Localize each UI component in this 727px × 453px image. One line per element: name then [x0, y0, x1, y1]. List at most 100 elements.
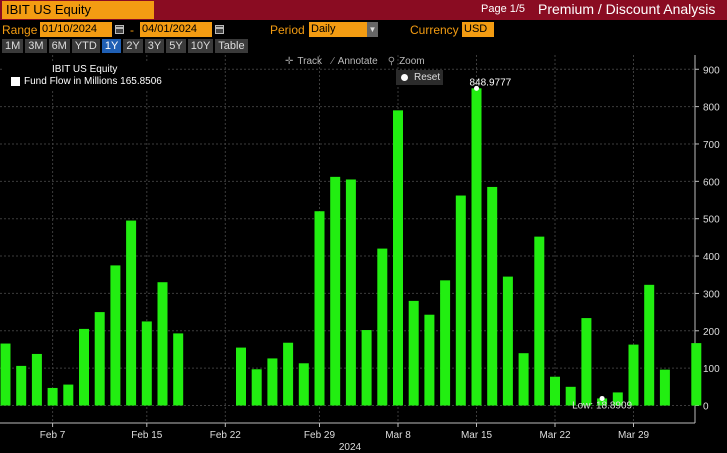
bar — [361, 330, 372, 406]
y-tick-label: 700 — [703, 140, 720, 151]
bar — [173, 333, 184, 406]
bar — [628, 344, 639, 406]
chart-toolbar: ✛ Track ∕ Annotate ⚲ Zoom — [285, 54, 425, 69]
x-tick-label: Feb 29 — [304, 430, 336, 441]
legend-checkbox[interactable] — [11, 77, 20, 86]
y-tick-label: 200 — [703, 327, 720, 338]
bar — [330, 176, 341, 406]
calendar-icon[interactable] — [215, 25, 224, 34]
zoom-button[interactable]: ⚲ Zoom — [388, 54, 425, 69]
bar — [424, 314, 435, 406]
bar — [94, 312, 105, 406]
reset-label: Reset — [414, 72, 441, 83]
range-button-6m[interactable]: 6M — [48, 39, 70, 53]
bar — [47, 387, 58, 406]
legend-title: IBIT US Equity — [52, 64, 118, 75]
bar — [612, 392, 623, 406]
x-tick-label: Feb 22 — [210, 430, 242, 441]
range-start-field[interactable]: 01/10/2024 — [40, 22, 112, 37]
bar — [345, 179, 356, 406]
chart-legend: IBIT US Equity Fund Flow in Millions 165… — [4, 62, 166, 89]
range-button-1m[interactable]: 1M — [2, 39, 24, 53]
range-end-field[interactable]: 04/01/2024 — [140, 22, 212, 37]
range-button-5y[interactable]: 5Y — [166, 39, 186, 53]
calendar-icon[interactable] — [115, 25, 124, 34]
bar — [502, 276, 513, 406]
bar — [659, 369, 670, 406]
bar — [644, 284, 655, 406]
bar — [440, 280, 451, 406]
x-tick-label: Feb 15 — [131, 430, 163, 441]
table-button[interactable]: Table — [215, 39, 248, 53]
bar — [377, 248, 388, 406]
page-indicator: Page 1/5 — [481, 3, 526, 15]
bar — [534, 236, 545, 406]
bar — [63, 384, 74, 406]
chevron-down-icon[interactable]: ▼ — [367, 22, 378, 37]
range-button-3m[interactable]: 3M — [25, 39, 47, 53]
range-buttons: 1M 3M 6M YTD 1Y 2Y 3Y 5Y 10Y Table — [2, 39, 248, 53]
range-separator: - — [130, 23, 134, 37]
currency-label: Currency — [410, 23, 459, 37]
x-tick-label: Mar 8 — [385, 430, 411, 441]
period-select[interactable]: Daily — [309, 22, 367, 37]
bar — [298, 363, 309, 406]
x-tick-label: Mar 22 — [539, 430, 571, 441]
pencil-icon: ∕ — [332, 56, 334, 67]
range-button-2y[interactable]: 2Y — [123, 39, 143, 53]
range-button-1y[interactable]: 1Y — [101, 39, 122, 53]
range-button-3y[interactable]: 3Y — [144, 39, 165, 53]
reset-button[interactable]: Reset — [396, 70, 443, 85]
bar — [597, 398, 608, 406]
annotate-button[interactable]: ∕ Annotate — [332, 54, 378, 69]
bar — [393, 110, 403, 406]
controls-row: Range 01/10/2024 - 04/01/2024 Period Dai… — [0, 21, 727, 39]
x-tick-label: Mar 15 — [461, 430, 493, 441]
crosshair-icon: ✛ — [285, 56, 294, 67]
bar — [408, 300, 419, 406]
bar — [581, 318, 592, 406]
bar — [126, 220, 137, 406]
x-tick-label: Mar 29 — [618, 430, 650, 441]
security-ticker-field[interactable]: IBIT US Equity — [2, 1, 154, 19]
range-label: Range — [2, 23, 38, 37]
range-button-ytd[interactable]: YTD — [71, 39, 100, 53]
magnifier-icon: ⚲ — [387, 56, 396, 67]
low-marker — [599, 395, 605, 401]
bar — [236, 347, 246, 406]
low-value-label: Low: 18.8909 — [572, 400, 632, 411]
function-title: Premium / Discount Analysis — [538, 1, 716, 17]
bar — [0, 343, 11, 406]
y-tick-label: 300 — [703, 289, 720, 300]
bar — [157, 282, 168, 406]
bar — [471, 88, 482, 406]
bar — [565, 386, 576, 406]
bar — [16, 365, 27, 406]
bar — [251, 369, 262, 406]
fund-flow-chart[interactable]: 0 100 200 300 400 500 600 700 800 900 Feb 7 Feb 15 F… — [0, 55, 727, 453]
zoom-label: Zoom — [399, 56, 425, 67]
title-bar: IBIT US Equity Page 1/5 Premium / Discou… — [0, 0, 727, 20]
range-button-10y[interactable]: 10Y — [187, 39, 214, 53]
bar — [518, 353, 529, 406]
track-button[interactable]: ✛ Track — [285, 54, 322, 69]
bar — [267, 358, 278, 406]
currency-field[interactable]: USD — [462, 22, 494, 37]
y-tick-label: 500 — [703, 215, 720, 226]
annotate-label: Annotate — [337, 56, 378, 67]
period-label: Period — [270, 23, 305, 37]
y-tick-label: 900 — [703, 65, 720, 76]
bar — [110, 265, 121, 406]
max-value-label: 848.9777 — [470, 77, 512, 88]
bar — [314, 211, 325, 406]
bar — [487, 186, 498, 406]
x-axis-year-label: 2024 — [339, 442, 362, 453]
track-label: Track — [297, 56, 323, 67]
bar — [283, 342, 294, 406]
bar — [141, 321, 152, 406]
reset-icon — [401, 74, 408, 81]
y-tick-label: 100 — [703, 364, 720, 375]
y-tick-label: 800 — [703, 103, 720, 114]
bar — [550, 376, 560, 406]
legend-series-label: Fund Flow in Millions 165.8506 — [24, 76, 162, 87]
